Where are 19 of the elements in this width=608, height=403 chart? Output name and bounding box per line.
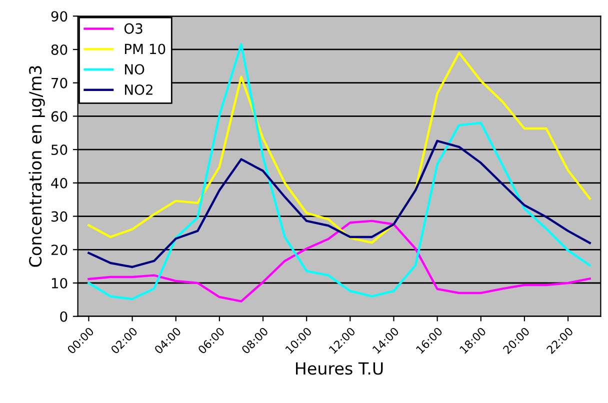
y-tick-label: 50 (52, 144, 68, 156)
legend-label: PM 10 (125, 44, 166, 54)
line-series (88, 140, 591, 268)
y-tick-label: 90 (51, 11, 68, 22)
legend-label: NO2 (125, 84, 152, 95)
y-axis-title: Concentration en µg/m3 (28, 66, 45, 267)
line-series (88, 220, 591, 302)
y-tick-label: 80 (51, 44, 68, 55)
y-tick-label: 70 (52, 78, 68, 88)
x-axis-title: Heures T.U (296, 362, 383, 375)
y-tick-label: 0 (60, 311, 68, 322)
y-tick-label: 40 (51, 178, 68, 188)
y-tick-label: 60 (51, 111, 68, 122)
line-series (88, 43, 591, 300)
legend-label: NO (125, 64, 144, 75)
y-tick-label: 30 (51, 211, 68, 222)
legend-label: O3 (124, 23, 142, 34)
y-tick-label: 10 (52, 278, 68, 288)
y-tick-label: 20 (51, 244, 68, 256)
